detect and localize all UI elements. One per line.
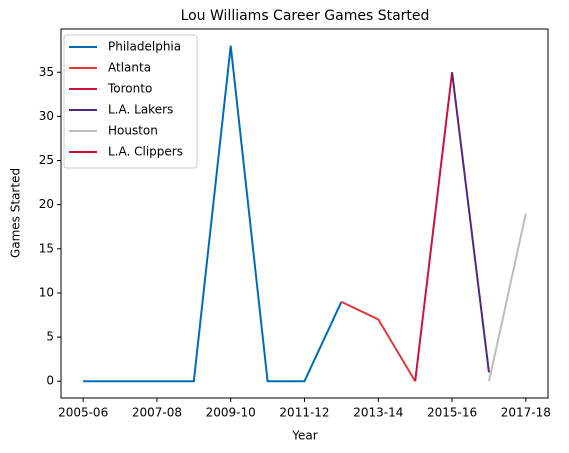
legend-label: Toronto [107,82,152,96]
x-tick-label: 2013-14 [353,406,403,420]
legend-label: L.A. Clippers [108,145,183,159]
x-tick-label: 2007-08 [132,406,182,420]
legend-label: Houston [108,124,158,138]
x-tick-label: 2009-10 [206,406,256,420]
x-tick-label: 2005-06 [58,406,108,420]
legend-label: Atlanta [108,61,151,75]
y-tick-label: 10 [39,285,54,299]
series-line [451,72,490,373]
series-line [414,72,454,382]
x-tick-label: 2017-18 [501,406,551,420]
x-tick-label: 2011-12 [279,406,329,420]
legend-label: L.A. Lakers [108,103,173,117]
y-tick-label: 25 [39,153,54,167]
x-tick-label: 2015-16 [427,406,477,420]
y-tick-label: 35 [39,65,54,79]
chart-title: Lou Williams Career Games Started [181,8,430,24]
y-tick-label: 0 [46,374,54,388]
legend-box [63,34,198,169]
series-line [340,300,417,382]
y-tick-label: 15 [39,241,54,255]
x-axis-label: Year [291,429,317,443]
series-line [487,213,527,382]
y-tick-label: 30 [39,109,54,123]
plot-frame [60,28,549,399]
y-tick-label: 5 [46,330,54,344]
y-axis-label: Games Started [9,168,23,258]
series-line [83,45,343,383]
legend-label: Philadelphia [108,40,181,54]
y-tick-label: 20 [39,197,54,211]
